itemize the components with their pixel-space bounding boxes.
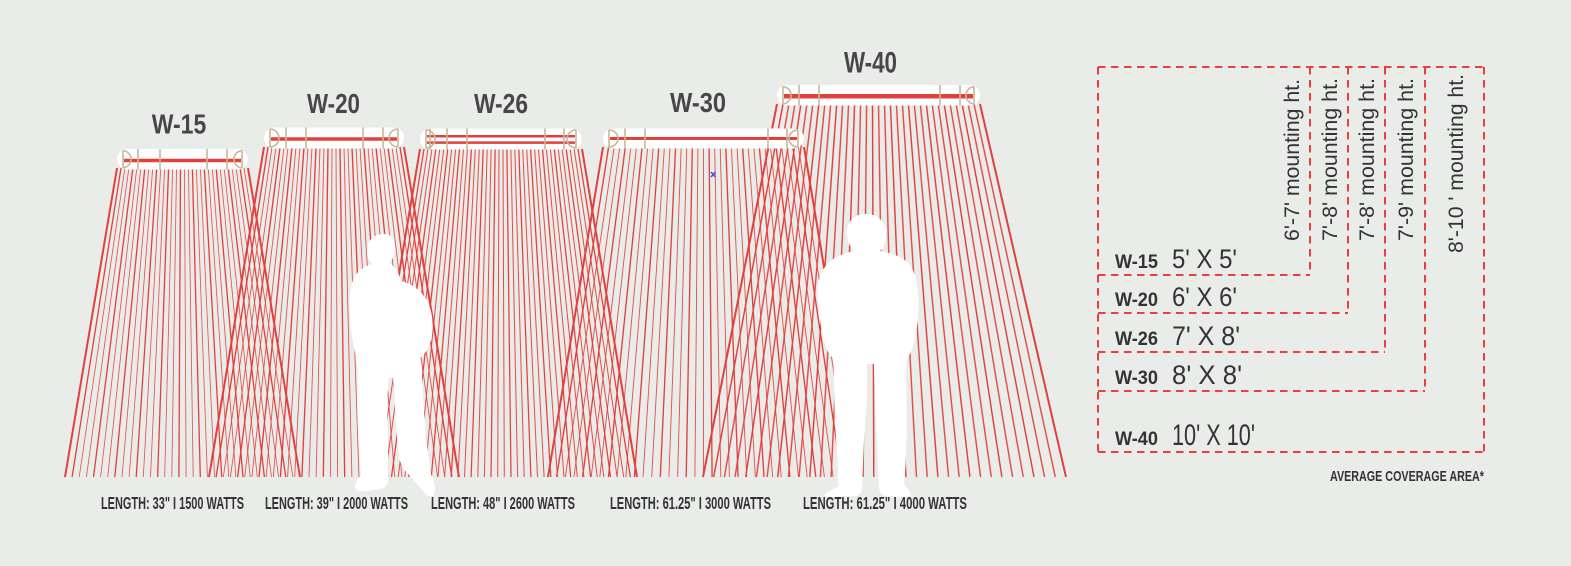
svg-text:W-15: W-15: [152, 109, 207, 140]
svg-text:LENGTH: 48" I 2600 WATTS: LENGTH: 48" I 2600 WATTS: [431, 493, 575, 513]
svg-text:10' X 10': 10' X 10': [1172, 419, 1255, 452]
svg-text:W-40: W-40: [1115, 429, 1158, 450]
svg-text:LENGTH: 61.25" I 4000 WATTS: LENGTH: 61.25" I 4000 WATTS: [803, 493, 967, 513]
svg-text:W-26: W-26: [474, 88, 528, 119]
svg-text:AVERAGE COVERAGE AREA*: AVERAGE COVERAGE AREA*: [1330, 468, 1484, 485]
svg-text:7'-8' mounting ht.: 7'-8' mounting ht.: [1356, 78, 1379, 241]
svg-text:LENGTH: 33" I 1500 WATTS: LENGTH: 33" I 1500 WATTS: [101, 493, 244, 513]
svg-text:W-30: W-30: [1115, 368, 1158, 389]
svg-text:6'-7' mounting ht.: 6'-7' mounting ht.: [1281, 79, 1304, 241]
svg-text:W-20: W-20: [1115, 290, 1158, 311]
svg-text:8'-10 ' mounting ht.: 8'-10 ' mounting ht.: [1445, 74, 1468, 253]
svg-text:6' X 6': 6' X 6': [1172, 282, 1237, 312]
svg-text:7'-8' mounting ht.: 7'-8' mounting ht.: [1319, 78, 1342, 241]
svg-text:W-40: W-40: [844, 47, 897, 80]
svg-text:LENGTH: 39" I 2000 WATTS: LENGTH: 39" I 2000 WATTS: [265, 493, 408, 513]
svg-text:7'-9' mounting ht.: 7'-9' mounting ht.: [1395, 78, 1418, 241]
svg-text:W-20: W-20: [307, 88, 360, 119]
svg-text:5' X 5': 5' X 5': [1172, 244, 1237, 274]
svg-text:W-15: W-15: [1115, 252, 1158, 273]
svg-text:LENGTH: 61.25" I 3000 WATTS: LENGTH: 61.25" I 3000 WATTS: [610, 493, 771, 513]
svg-text:W-30: W-30: [670, 87, 726, 118]
svg-text:W-26: W-26: [1115, 329, 1158, 350]
svg-text:8' X 8': 8' X 8': [1172, 360, 1242, 390]
svg-text:7' X 8': 7' X 8': [1172, 321, 1240, 351]
